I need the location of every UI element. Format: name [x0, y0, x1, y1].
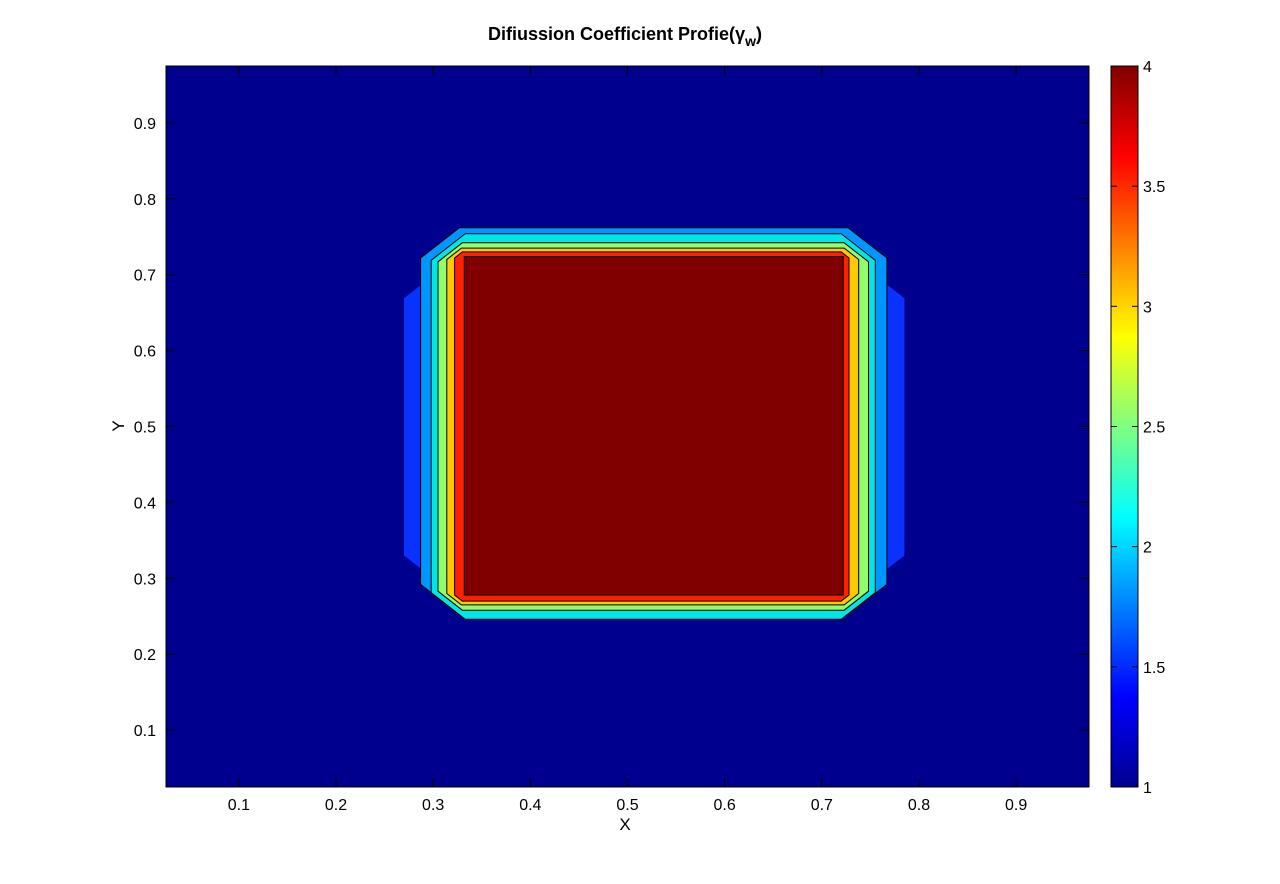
chart-title-close: )	[756, 24, 762, 44]
contour-level-4	[463, 256, 844, 596]
y-tick-label: 0.4	[134, 495, 156, 512]
y-tick-label: 0.8	[134, 192, 156, 209]
chart-title-symbol: γ	[735, 24, 745, 44]
colorbar-tick-label: 1	[1143, 780, 1152, 797]
y-tick-label: 0.2	[134, 647, 156, 664]
colorbar-tick-label: 2	[1143, 540, 1152, 557]
chart-title: Difiussion Coefficient Profie(γw)	[488, 24, 762, 49]
y-tick-label: 0.6	[134, 344, 156, 361]
colorbar-tick-label: 3.5	[1143, 179, 1165, 196]
chart-title-subscript: w	[744, 33, 756, 49]
chart-title-main: Difiussion Coefficient Profie(	[488, 24, 735, 44]
x-tick-label: 0.7	[811, 797, 833, 814]
colorbar-tick-label: 2.5	[1143, 420, 1165, 437]
colorbar-tick-label: 1.5	[1143, 660, 1165, 677]
colorbar-tick-label: 3	[1143, 299, 1152, 316]
y-axis-ticks: 0.1 0.2 0.3 0.4 0.5 0.6 0.7 0.8 0.9	[134, 116, 1089, 740]
colorbar-ticks: 1 1.5 2 2.5 3 3.5 4	[1111, 59, 1165, 797]
y-tick-label: 0.5	[134, 420, 156, 437]
x-tick-label: 0.3	[422, 797, 444, 814]
plot-area	[166, 66, 1089, 787]
y-tick-label: 0.7	[134, 268, 156, 285]
x-tick-label: 0.2	[325, 797, 347, 814]
x-axis-label: X	[619, 815, 630, 834]
x-tick-label: 0.1	[228, 797, 250, 814]
y-tick-label: 0.1	[134, 723, 156, 740]
contour-regions	[404, 227, 905, 620]
y-tick-label: 0.9	[134, 116, 156, 133]
x-tick-label: 0.4	[519, 797, 541, 814]
y-axis-label: Y	[109, 420, 128, 431]
x-tick-label: 0.6	[714, 797, 736, 814]
x-tick-label: 0.5	[616, 797, 638, 814]
colorbar: 1 1.5 2 2.5 3 3.5 4	[1110, 59, 1165, 797]
x-tick-label: 0.9	[1005, 797, 1027, 814]
x-axis-ticks: 0.1 0.2 0.3 0.4 0.5 0.6 0.7 0.8 0.9	[228, 66, 1027, 814]
y-tick-label: 0.3	[134, 571, 156, 588]
x-tick-label: 0.8	[908, 797, 930, 814]
colorbar-tick-label: 4	[1143, 59, 1152, 76]
